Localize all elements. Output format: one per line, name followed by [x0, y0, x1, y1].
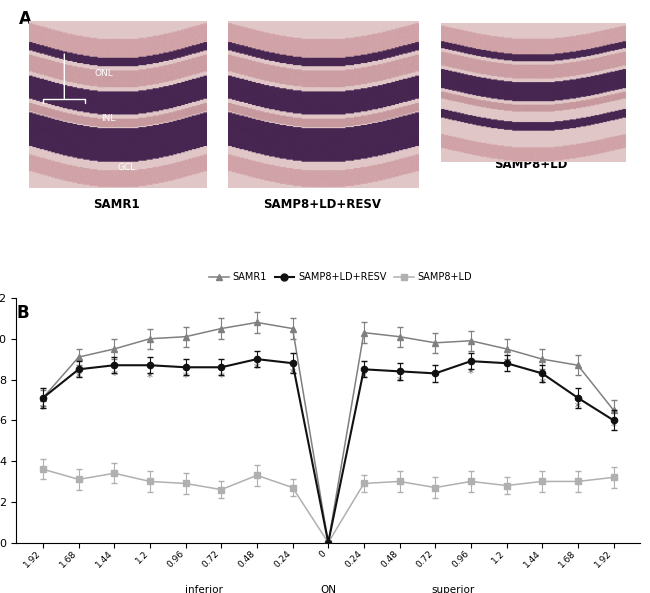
- Text: *: *: [290, 366, 296, 380]
- Text: *: *: [147, 371, 153, 384]
- Text: *: *: [575, 401, 581, 414]
- Text: ON: ON: [320, 585, 336, 593]
- Text: SAMP8+LD+RESV: SAMP8+LD+RESV: [263, 199, 381, 212]
- Text: *: *: [361, 371, 367, 384]
- Text: SAMR1: SAMR1: [93, 199, 139, 212]
- Text: *: *: [468, 366, 474, 380]
- Text: *: *: [610, 419, 616, 432]
- Legend: SAMR1, SAMP8+LD+RESV, SAMP8+LD: SAMR1, SAMP8+LD+RESV, SAMP8+LD: [205, 269, 476, 286]
- Text: inferior: inferior: [185, 585, 222, 593]
- Text: *: *: [396, 375, 402, 388]
- Text: A: A: [20, 10, 32, 28]
- Text: *: *: [254, 362, 260, 375]
- Text: superior: superior: [432, 585, 474, 593]
- Text: B: B: [16, 304, 29, 322]
- Text: SAMP8+LD: SAMP8+LD: [495, 158, 567, 171]
- Text: *: *: [111, 368, 117, 381]
- Text: *: *: [75, 371, 82, 384]
- Text: *: *: [218, 371, 224, 384]
- Text: *: *: [40, 403, 46, 416]
- Text: *: *: [183, 371, 188, 384]
- Text: *: *: [540, 377, 545, 390]
